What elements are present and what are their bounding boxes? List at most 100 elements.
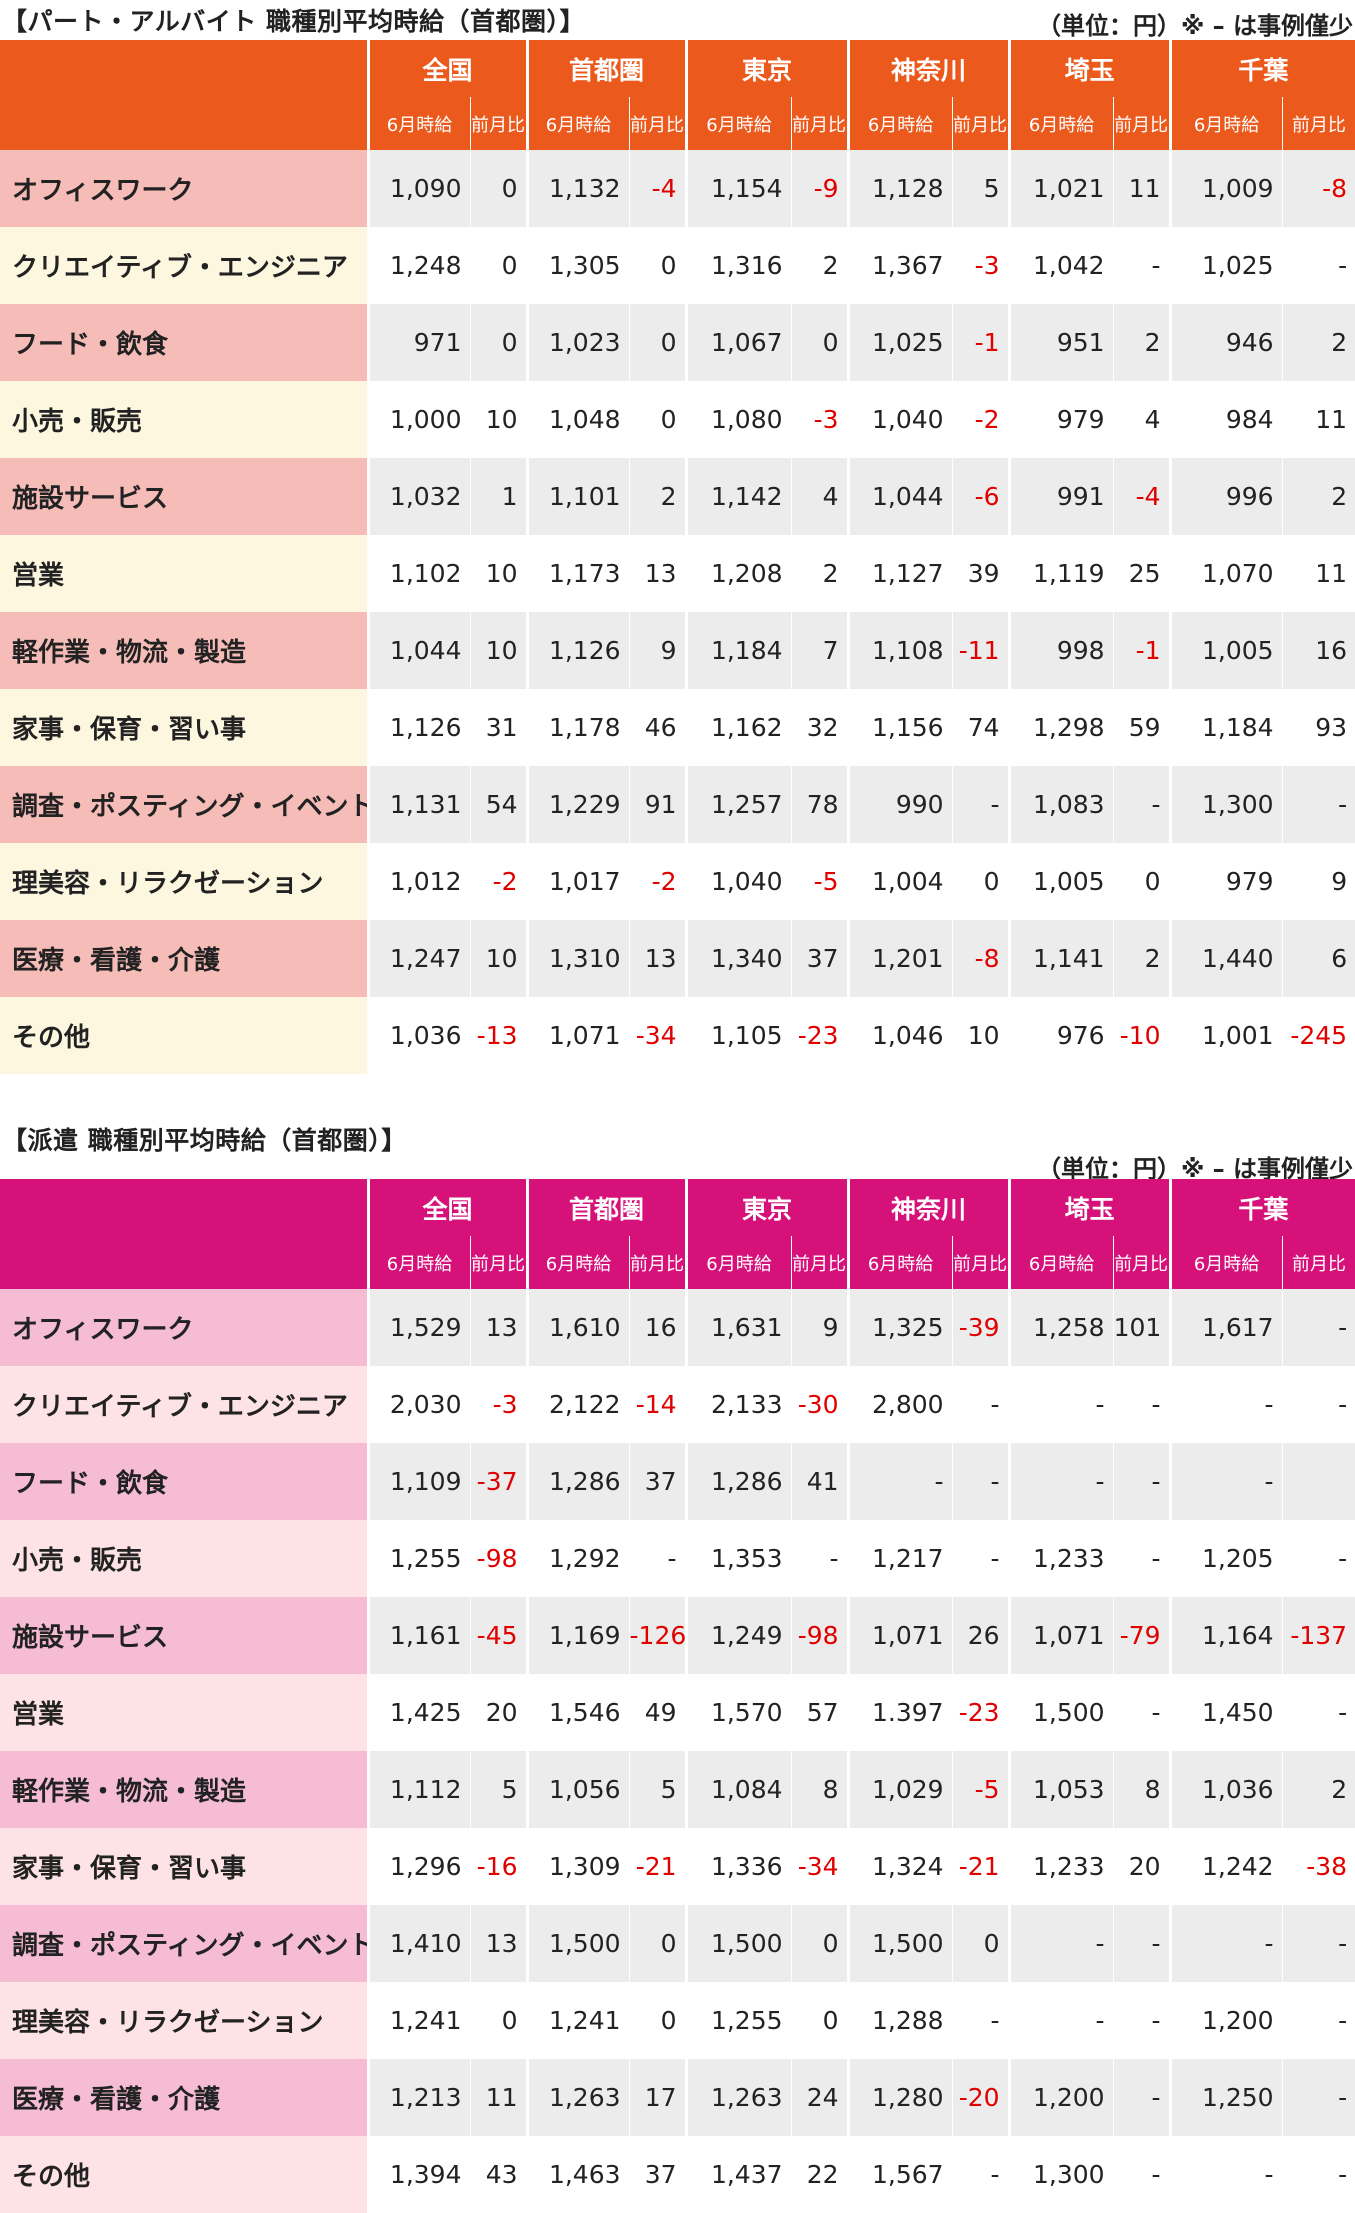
change-cell: 2 bbox=[628, 458, 687, 535]
change-cell: 2 bbox=[1112, 304, 1171, 381]
table-row: フード・飲食 971 0 1,023 0 1,067 0 1,025 -1 951 2 946 2 bbox=[0, 304, 1355, 381]
table-row: その他 1,036 -13 1,071 -34 1,105 -23 1,046 10 976 -10… bbox=[0, 997, 1355, 1074]
wage-cell: 991 bbox=[1007, 458, 1114, 535]
change-cell: - bbox=[1281, 1674, 1355, 1751]
change-subheader: 前月比 bbox=[1112, 97, 1171, 150]
change-cell: - bbox=[1112, 1905, 1171, 1982]
change-cell: -30 bbox=[790, 1366, 849, 1443]
wage-cell: 990 bbox=[846, 766, 953, 843]
wage-cell: 1,184 bbox=[684, 612, 792, 689]
wage-cell: 1,340 bbox=[684, 920, 792, 997]
category-label: 家事・保育・習い事 bbox=[0, 1828, 368, 1905]
wage-cell: 1,300 bbox=[1168, 766, 1283, 843]
change-cell: 2 bbox=[790, 535, 849, 612]
wage-cell: 1,004 bbox=[846, 843, 953, 920]
wage-cell: 1,036 bbox=[366, 997, 470, 1074]
change-cell: -9 bbox=[790, 150, 849, 227]
category-label: 小売・販売 bbox=[0, 1520, 368, 1597]
wage-cell: 1,154 bbox=[684, 150, 792, 227]
wage-cell: 1,248 bbox=[366, 227, 470, 304]
change-cell: - bbox=[1281, 2059, 1355, 2136]
wage-cell: 1,309 bbox=[525, 1828, 630, 1905]
region-header: 首都圏 bbox=[525, 40, 687, 97]
wage-cell: 1,178 bbox=[525, 689, 630, 766]
change-cell: 8 bbox=[790, 1751, 849, 1828]
wage-cell: 1,286 bbox=[684, 1443, 792, 1520]
wage-cell: 1,440 bbox=[1168, 920, 1283, 997]
part-time-title: 【パート・アルバイト 職種別平均時給（首都圏）】 bbox=[2, 7, 585, 36]
category-label: 施設サービス bbox=[0, 458, 368, 535]
wage-cell: 1,131 bbox=[366, 766, 470, 843]
change-cell: 13 bbox=[628, 920, 687, 997]
wage-cell: 1,071 bbox=[846, 1597, 953, 1674]
region-header: 神奈川 bbox=[846, 40, 1010, 97]
change-cell: -37 bbox=[469, 1443, 528, 1520]
change-cell: 4 bbox=[1112, 381, 1171, 458]
change-cell: -5 bbox=[951, 1751, 1010, 1828]
change-cell: -34 bbox=[628, 997, 687, 1074]
wage-cell: - bbox=[1007, 1982, 1114, 2059]
table-row: 家事・保育・習い事 1,296 -16 1,309 -21 1,336 -34 1,324 -2… bbox=[0, 1828, 1355, 1905]
part-time-wage-table: 全国 首都圏 東京 神奈川 埼玉 千葉 6月時給 前月比 6月時給 前月比 6月… bbox=[0, 40, 1355, 1074]
change-cell: 43 bbox=[469, 2136, 528, 2213]
category-label: 医療・看護・介護 bbox=[0, 920, 368, 997]
wage-cell: 1,241 bbox=[525, 1982, 630, 2059]
change-cell: 8 bbox=[1112, 1751, 1171, 1828]
change-cell: 20 bbox=[469, 1674, 528, 1751]
wage-cell: 2,133 bbox=[684, 1366, 792, 1443]
wage-cell: 1,169 bbox=[525, 1597, 630, 1674]
change-cell: 0 bbox=[469, 304, 528, 381]
table-row: 小売・販売 1,255 -98 1,292-1,353-1,217-1,233-1,2… bbox=[0, 1520, 1355, 1597]
wage-cell: 1,109 bbox=[366, 1443, 470, 1520]
wage-cell: 1,233 bbox=[1007, 1520, 1114, 1597]
wage-cell: 1,546 bbox=[525, 1674, 630, 1751]
change-cell: 25 bbox=[1112, 535, 1171, 612]
change-cell: -20 bbox=[951, 2059, 1010, 2136]
wage-cell: 1,280 bbox=[846, 2059, 953, 2136]
region-header: 千葉 bbox=[1168, 1179, 1355, 1236]
change-cell: 24 bbox=[790, 2059, 849, 2136]
table-row: フード・飲食 1,109 -37 1,286 37 1,286 41- - - - - bbox=[0, 1443, 1355, 1520]
wage-cell: 1,500 bbox=[846, 1905, 953, 1982]
part-time-table-body: オフィスワーク 1,090 0 1,132 -4 1,154 -9 1,128 5 1,021 11… bbox=[0, 150, 1355, 1074]
wage-cell: 1,305 bbox=[525, 227, 630, 304]
wage-cell: 1,336 bbox=[684, 1828, 792, 1905]
change-cell: 0 bbox=[951, 1905, 1010, 1982]
change-cell: -23 bbox=[951, 1674, 1010, 1751]
wage-cell: 1,161 bbox=[366, 1597, 470, 1674]
wage-subheader: 6月時給 bbox=[1168, 1236, 1283, 1289]
change-cell: 2 bbox=[1281, 1751, 1355, 1828]
change-cell: -3 bbox=[469, 1366, 528, 1443]
wage-subheader: 6月時給 bbox=[366, 97, 470, 150]
wage-cell: 1,200 bbox=[1168, 1982, 1283, 2059]
change-cell: - bbox=[1112, 1982, 1171, 2059]
change-cell: -23 bbox=[790, 997, 849, 1074]
change-cell: 37 bbox=[790, 920, 849, 997]
region-header: 千葉 bbox=[1168, 40, 1355, 97]
wage-cell: 1,126 bbox=[366, 689, 470, 766]
change-cell: - bbox=[951, 1982, 1010, 2059]
change-cell: -2 bbox=[469, 843, 528, 920]
change-cell: 5 bbox=[628, 1751, 687, 1828]
change-cell: 0 bbox=[790, 1905, 849, 1982]
change-cell: -4 bbox=[1112, 458, 1171, 535]
change-cell: -14 bbox=[628, 1366, 687, 1443]
change-subheader: 前月比 bbox=[469, 1236, 528, 1289]
change-cell: -98 bbox=[469, 1520, 528, 1597]
wage-cell: 1,119 bbox=[1007, 535, 1114, 612]
change-cell: -21 bbox=[951, 1828, 1010, 1905]
wage-cell: 979 bbox=[1168, 843, 1283, 920]
table-row: 調査・ポスティング・イベント 1,410 13 1,500 0 1,500 0 1,500 0-… bbox=[0, 1905, 1355, 1982]
change-cell: 13 bbox=[628, 535, 687, 612]
wage-cell: 1,101 bbox=[525, 458, 630, 535]
wage-cell: 1,056 bbox=[525, 1751, 630, 1828]
wage-cell: - bbox=[1007, 1443, 1114, 1520]
table-row: 施設サービス 1,161 -45 1,169 -126 1,249 -98 1,071 26 1,… bbox=[0, 1597, 1355, 1674]
change-cell: 31 bbox=[469, 689, 528, 766]
change-cell: 4 bbox=[790, 458, 849, 535]
change-cell: 6 bbox=[1281, 920, 1355, 997]
region-header: 全国 bbox=[366, 40, 528, 97]
wage-subheader: 6月時給 bbox=[1168, 97, 1283, 150]
change-cell: 26 bbox=[951, 1597, 1010, 1674]
change-cell: 0 bbox=[790, 304, 849, 381]
